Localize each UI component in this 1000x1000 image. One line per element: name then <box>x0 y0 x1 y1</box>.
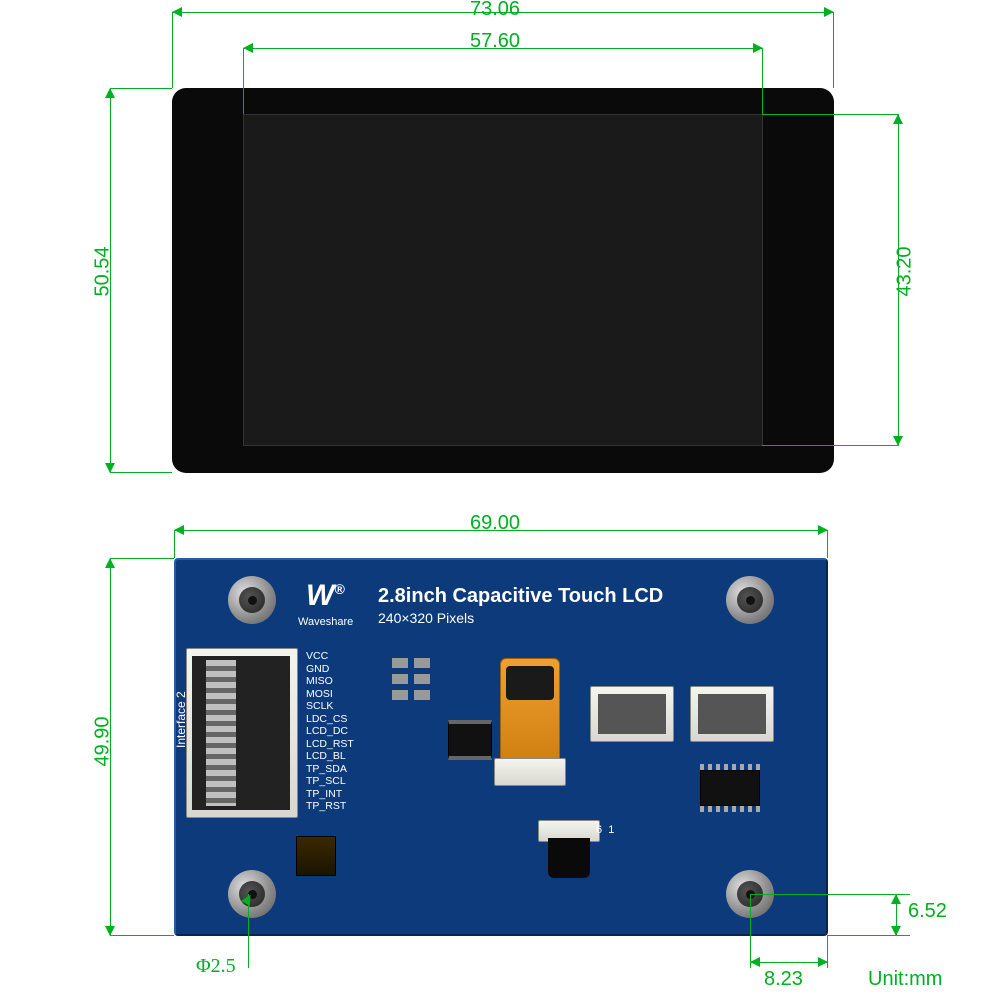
ext-line <box>110 88 172 89</box>
ext-line <box>172 12 173 88</box>
ext-line <box>762 445 898 446</box>
flex-cable-small <box>548 838 590 878</box>
connector-pins <box>206 660 236 806</box>
pin: VCC <box>306 650 354 663</box>
dim-arrow <box>891 926 901 936</box>
dim-outer-width: 73.06 <box>470 0 520 21</box>
dim-arrow <box>891 894 901 904</box>
pin: TP_SDA <box>306 763 354 776</box>
ext-line <box>110 558 174 559</box>
pin-labels: VCC GND MISO MOSI SCLK LDC_CS LCD_DC LCD… <box>306 650 354 813</box>
dim-arrow <box>893 114 903 124</box>
ext-line <box>110 935 174 936</box>
connector-a-slot <box>598 694 666 734</box>
dim-arrow <box>750 957 760 967</box>
tssop-pins <box>700 764 760 770</box>
pin: TP_SCL <box>306 775 354 788</box>
dim-arrow <box>243 43 253 53</box>
ext-line <box>827 530 828 558</box>
ext-line <box>174 530 175 558</box>
dim-pcb-width: 69.00 <box>470 512 520 535</box>
flex-marker: 6 1 <box>596 824 614 837</box>
product-subtitle: 240×320 Pixels <box>378 610 474 627</box>
ext-line <box>762 114 898 115</box>
pin: TP_RST <box>306 800 354 813</box>
dim-pcb-height: 49.90 <box>92 716 115 766</box>
flex-socket-main <box>494 758 566 786</box>
dim-standoff-y: 6.52 <box>908 900 947 923</box>
standoff-tl <box>228 576 276 624</box>
standoff-bl <box>228 870 276 918</box>
standoff-tr <box>726 576 774 624</box>
unit-label: Unit:mm <box>868 968 942 991</box>
dim-arrow <box>105 88 115 98</box>
dim-hole-dia: Φ2.5 <box>196 955 236 978</box>
waveshare-logo: W® <box>306 578 345 614</box>
connector-b-slot <box>698 694 766 734</box>
pin: LCD_DC <box>306 725 354 738</box>
ext-line <box>243 48 244 114</box>
ext-line <box>750 894 910 895</box>
dim-hole-val: 2.5 <box>211 955 236 977</box>
brand-label: Waveshare <box>298 616 353 629</box>
interface1-label: Interface 1 <box>826 691 840 748</box>
lcd-active-area <box>243 114 763 446</box>
pin: GND <box>306 663 354 676</box>
flex-window <box>506 666 554 700</box>
pin: LCD_RST <box>306 738 354 751</box>
smd-cluster <box>392 658 438 714</box>
pin: TP_INT <box>306 788 354 801</box>
touch-ic <box>296 836 336 876</box>
ext-line <box>833 12 834 88</box>
pin: LCD_BL <box>306 750 354 763</box>
ext-line <box>110 472 172 473</box>
dim-active-height: 43.20 <box>894 246 917 296</box>
pin: SCLK <box>306 700 354 713</box>
pin: MISO <box>306 675 354 688</box>
interface2-label: Interface 2 <box>174 691 188 748</box>
pin: LDC_CS <box>306 713 354 726</box>
dim-active-width: 57.60 <box>470 30 520 53</box>
product-title: 2.8inch Capacitive Touch LCD <box>378 584 663 608</box>
pin: MOSI <box>306 688 354 701</box>
dim-standoff-x: 8.23 <box>764 968 803 991</box>
ext-line <box>762 48 763 114</box>
dim-arrow <box>172 7 182 17</box>
dim-arrow <box>818 957 828 967</box>
dim-outer-height: 50.54 <box>92 246 115 296</box>
dim-line <box>750 962 828 963</box>
ic-chip <box>448 720 492 760</box>
tssop-chip <box>700 770 760 806</box>
tssop-pins <box>700 806 760 812</box>
dim-arrow <box>174 525 184 535</box>
dim-arrow <box>105 558 115 568</box>
